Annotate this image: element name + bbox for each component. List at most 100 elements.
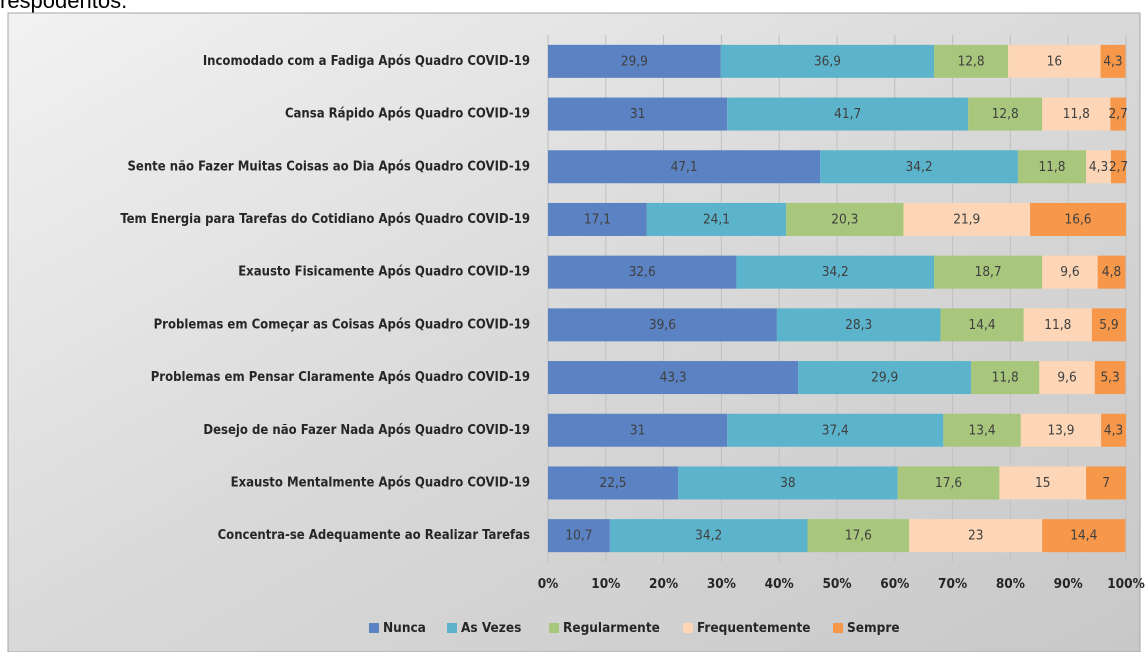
legend-swatch [683,623,693,633]
bar-segment [786,202,904,236]
bar-segment [548,413,728,447]
data-label: 13,4 [969,422,996,438]
data-label: 5,9 [1099,317,1118,333]
bar-segment [678,466,898,500]
y-tick-label: Sente não Fazer Muitas Coisas ao Dia Apó… [127,159,530,174]
data-label: 4,3 [1103,53,1122,69]
data-label: 13,9 [1047,422,1074,438]
data-label: 29,9 [871,370,898,386]
data-label: 11,8 [1044,317,1071,333]
legend-swatch [369,623,379,633]
bar-segment [897,466,1000,500]
x-tick-label: 60% [880,576,909,592]
data-label: 12,8 [992,106,1019,122]
bar-segment [1030,202,1126,236]
data-label: 9,6 [1060,264,1079,280]
bar-segment [1110,97,1126,131]
data-label: 14,4 [969,317,996,333]
bar-segment [1020,413,1102,447]
bar-segment [548,44,721,78]
legend-label: Regularmente [563,620,660,636]
data-label: 17,6 [935,475,962,491]
x-tick-label: 30% [707,576,736,592]
data-label: 21,9 [953,211,980,227]
bar-segment [720,44,935,78]
x-tick-label: 0% [538,576,559,592]
bar-segment [1008,44,1101,78]
legend-label: Sempre [847,620,900,636]
y-tick-label: Desejo de não Fazer Nada Após Quadro COV… [203,423,530,438]
data-label: 14,4 [1070,528,1097,544]
caption: respodentos. [0,0,127,13]
x-tick-label: 40% [765,576,794,592]
bar-segment [1042,97,1111,131]
y-tick-label: Concentra-se Adequamente ao Realizar Tar… [218,528,530,543]
data-label: 10,7 [565,528,592,544]
data-label: 11,8 [1063,106,1090,122]
bar-segment [940,308,1024,342]
legend-swatch [833,623,843,633]
data-label: 31 [630,422,645,438]
bar-segment [1042,255,1098,289]
bar-segment [646,202,787,236]
data-label: 4,3 [1089,159,1108,175]
x-tick-label: 10% [591,576,620,592]
bar-segment [548,519,610,553]
x-tick-label: 20% [649,576,678,592]
bar-segment [736,255,935,289]
data-label: 2,7 [1109,106,1128,122]
y-tick-label: Cansa Rápido Após Quadro COVID-19 [285,107,530,122]
bar-segment [1097,255,1126,289]
bar-segment [971,361,1040,395]
data-label: 43,3 [660,370,687,386]
data-label: 34,2 [695,528,722,544]
data-label: 5,3 [1100,370,1119,386]
data-label: 23 [968,528,983,544]
data-label: 36,9 [814,53,841,69]
data-label: 32,6 [629,264,656,280]
bar-segment [548,466,679,500]
legend-label: Nunca [383,620,426,636]
data-label: 38 [780,475,795,491]
bar-segment [1086,150,1111,184]
bar-segment [903,202,1031,236]
y-tick-label: Exausto Mentalmente Após Quadro COVID-19 [231,475,530,490]
data-label: 11,8 [992,370,1019,386]
data-label: 17,6 [845,528,872,544]
data-label: 34,2 [906,159,933,175]
x-tick-label: 70% [938,576,967,592]
y-tick-label: Tem Energia para Tarefas do Cotidiano Ap… [120,212,530,227]
data-label: 20,3 [831,211,858,227]
bar-segment [1086,466,1126,500]
bar-segment [548,308,777,342]
data-label: 9,6 [1057,370,1076,386]
data-label: 16 [1047,53,1062,69]
x-tick-label: 100% [1107,576,1145,592]
bar-segment [807,519,910,553]
data-label: 28,3 [845,317,872,333]
data-label: 17,1 [584,211,611,227]
bar-segment [934,255,1043,289]
bar-segment [798,361,972,395]
data-label: 11,8 [1038,159,1065,175]
legend-swatch [447,623,457,633]
data-label: 37,4 [822,422,849,438]
bar-segment [999,466,1087,500]
bar-segment [1017,150,1087,184]
x-tick-label: 80% [996,576,1025,592]
bar-segment [943,413,1021,447]
bar-segment [909,519,1043,553]
bar-segment [727,413,944,447]
bar-segment [548,97,728,131]
data-label: 47,1 [671,159,698,175]
bar-segment [548,150,821,184]
bar-segment [1042,519,1126,553]
bar-segment [1110,150,1126,184]
bar-segment [934,44,1009,78]
data-label: 22,5 [600,475,627,491]
data-label: 4,3 [1104,422,1123,438]
legend-label: As Vezes [461,620,521,636]
bar-segment [548,255,737,289]
bar-segment [548,361,799,395]
